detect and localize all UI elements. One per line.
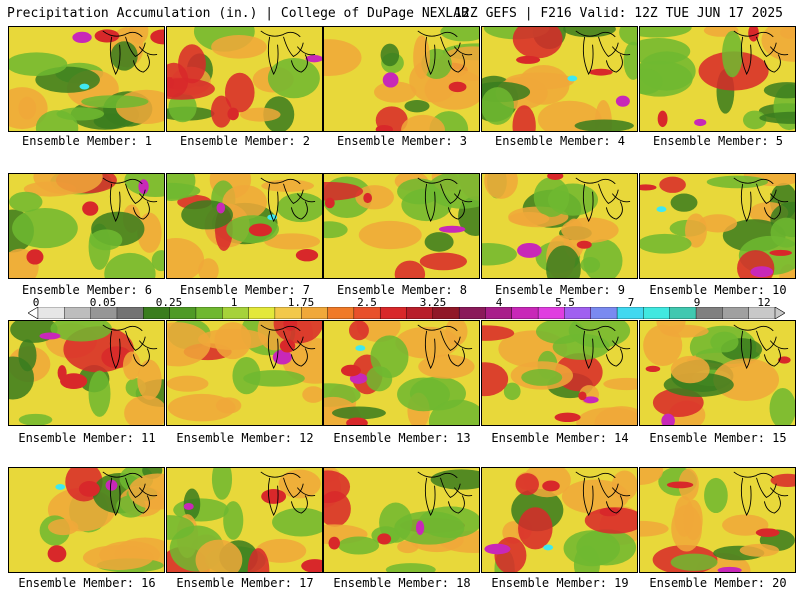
colorbar-segment (64, 307, 92, 319)
colorbar-segment (37, 307, 65, 319)
ensemble-member-label: Ensemble Member: 16 (18, 576, 156, 590)
colorbar-tick-label: 0.05 (89, 296, 117, 309)
ensemble-member-label: Ensemble Member: 14 (491, 431, 629, 445)
colorbar-tick-label: 4 (495, 296, 503, 309)
ensemble-member-label: Ensemble Member: 11 (18, 431, 156, 445)
ensemble-member-map (481, 26, 638, 132)
colorbar-segment (327, 307, 355, 319)
colorbar-segment (722, 307, 750, 319)
colorbar-tick-label: 3.25 (419, 296, 447, 309)
colorbar-tick-label: 1.75 (287, 296, 315, 309)
ensemble-member-label: Ensemble Member: 8 (336, 283, 468, 297)
colorbar-segment (590, 307, 618, 319)
ensemble-member-map (323, 173, 480, 279)
colorbar-segment (669, 307, 697, 319)
ensemble-member-label: Ensemble Member: 7 (179, 283, 311, 297)
colorbar-segment (511, 307, 539, 319)
ensemble-member-label: Ensemble Member: 4 (494, 134, 626, 148)
ensemble-member-map (166, 26, 323, 132)
ensemble-member-map (166, 320, 323, 426)
ensemble-member-label: Ensemble Member: 2 (179, 134, 311, 148)
colorbar-tick-label: 12 (757, 296, 771, 309)
colorbar-tick-label: 7 (627, 296, 635, 309)
colorbar-tick-label: 0 (32, 296, 40, 309)
ensemble-member-map (8, 320, 165, 426)
chart-title: Precipitation Accumulation (in.) | Colle… (7, 6, 469, 21)
colorbar-tick-label: 1 (230, 296, 238, 309)
ensemble-member-map (639, 320, 796, 426)
colorbar-tick-label: 5.5 (555, 296, 575, 309)
ensemble-member-label: Ensemble Member: 15 (649, 431, 787, 445)
ensemble-member-label: Ensemble Member: 18 (333, 576, 471, 590)
ensemble-member-map (323, 26, 480, 132)
colorbar-tick-label: 2.5 (357, 296, 377, 309)
colorbar (28, 307, 785, 319)
ensemble-member-label: Ensemble Member: 9 (494, 283, 626, 297)
ensemble-member-label: Ensemble Member: 20 (649, 576, 787, 590)
ensemble-member-map (8, 467, 165, 573)
colorbar-segment (116, 307, 144, 319)
colorbar-right-arrow (774, 307, 785, 319)
colorbar-tick-label: 9 (693, 296, 701, 309)
ensemble-member-map (639, 26, 796, 132)
ensemble-member-label: Ensemble Member: 1 (21, 134, 153, 148)
ensemble-member-map (481, 467, 638, 573)
ensemble-member-map (8, 173, 165, 279)
ensemble-member-label: Ensemble Member: 19 (491, 576, 629, 590)
ensemble-member-map (323, 467, 480, 573)
colorbar-segment (458, 307, 486, 319)
ensemble-member-label: Ensemble Member: 5 (652, 134, 784, 148)
ensemble-member-map (166, 467, 323, 573)
ensemble-member-map (8, 26, 165, 132)
colorbar-tick-label: 0.25 (155, 296, 183, 309)
ensemble-member-label: Ensemble Member: 12 (176, 431, 314, 445)
ensemble-member-label: Ensemble Member: 6 (21, 283, 153, 297)
ensemble-member-label: Ensemble Member: 13 (333, 431, 471, 445)
colorbar-segment (379, 307, 407, 319)
ensemble-member-map (166, 173, 323, 279)
ensemble-member-map (639, 173, 796, 279)
ensemble-member-map (481, 173, 638, 279)
ensemble-member-label: Ensemble Member: 3 (336, 134, 468, 148)
valid-time-label: 12Z GEFS | F216 Valid: 12Z TUE JUN 17 20… (454, 6, 783, 21)
colorbar-segment (643, 307, 671, 319)
ensemble-member-label: Ensemble Member: 10 (649, 283, 787, 297)
ensemble-member-label: Ensemble Member: 17 (176, 576, 314, 590)
colorbar-segment (248, 307, 276, 319)
colorbar-segment (195, 307, 223, 319)
ensemble-member-map (481, 320, 638, 426)
ensemble-member-map (639, 467, 796, 573)
ensemble-member-map (323, 320, 480, 426)
